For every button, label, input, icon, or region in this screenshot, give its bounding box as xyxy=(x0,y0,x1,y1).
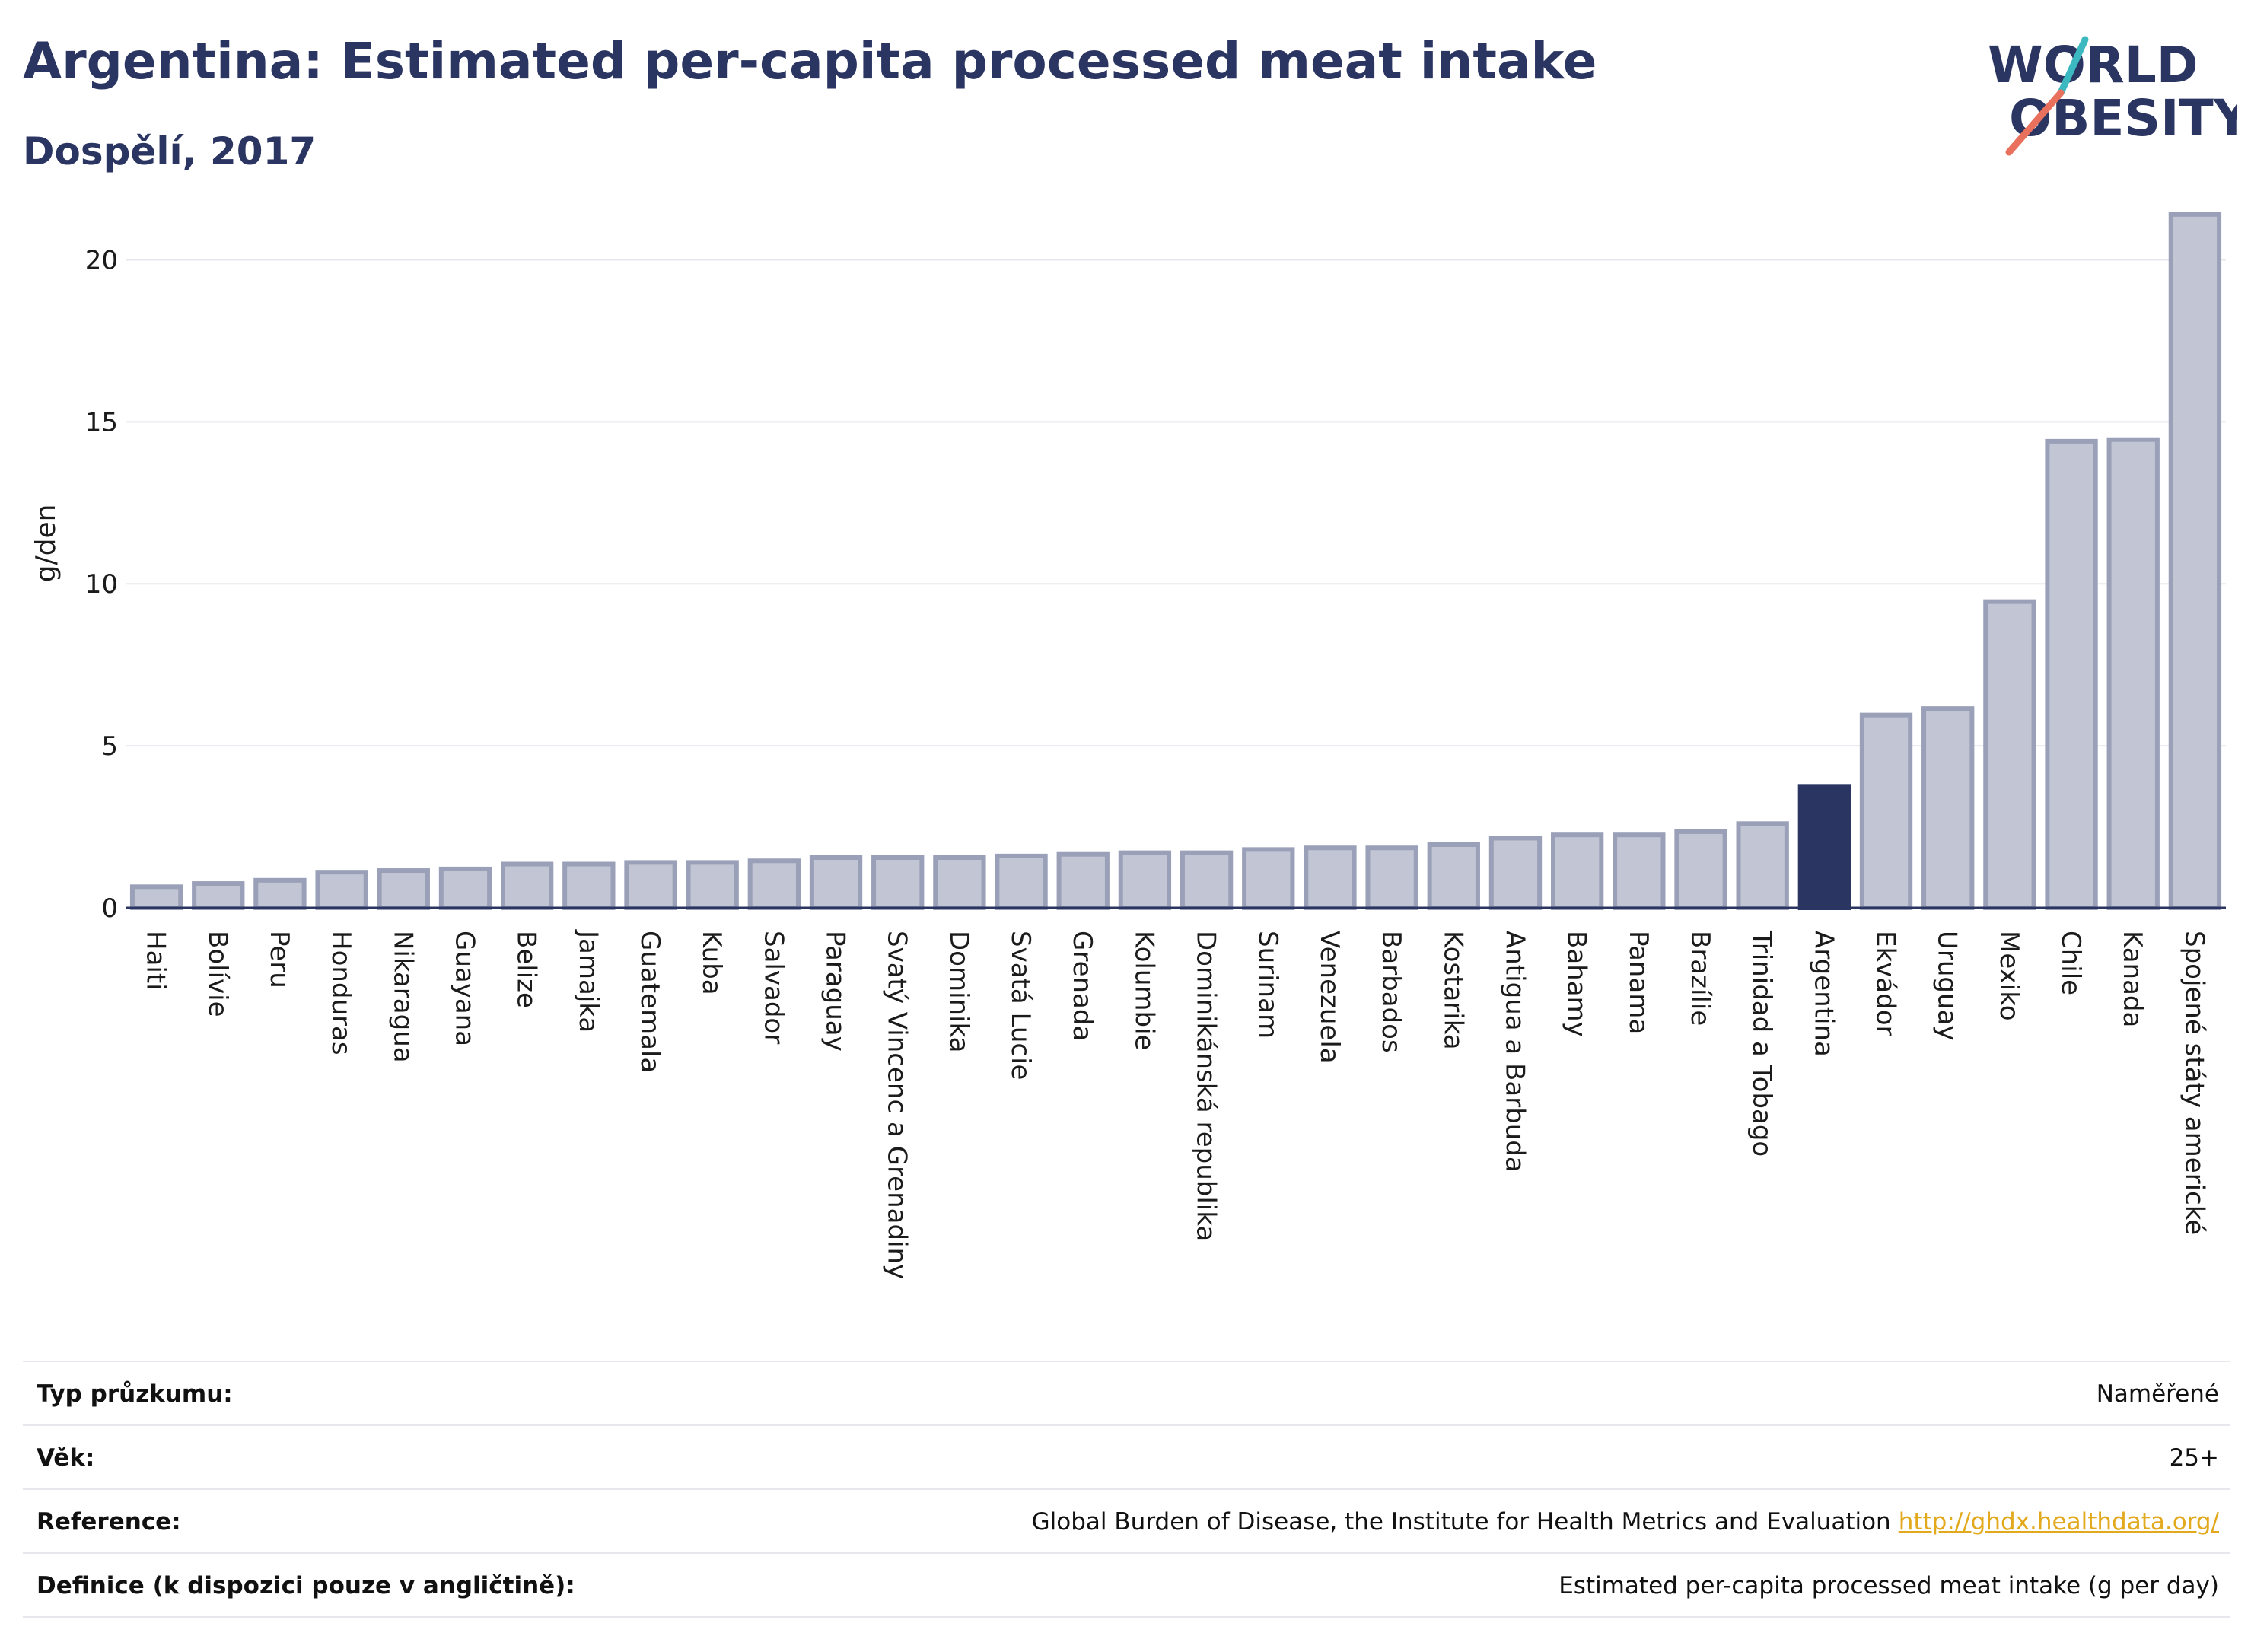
bar xyxy=(253,877,307,910)
logo-line-2: OBESITY xyxy=(2009,89,2237,148)
bar xyxy=(377,868,430,910)
x-tick-label: Svatá Lucie xyxy=(1005,931,1036,1080)
meta-value: 25+ xyxy=(2169,1444,2219,1472)
meta-label: Typ průzkumu: xyxy=(37,1380,233,1408)
bar xyxy=(562,861,616,911)
x-tick-label: Svatý Vincenc a Grenadiny xyxy=(882,931,912,1279)
chart-title: Argentina: Estimated per-capita processe… xyxy=(23,32,1597,91)
bar xyxy=(1242,847,1295,910)
bar xyxy=(1736,821,1789,910)
x-tick-label: Spojené státy americké xyxy=(2179,931,2209,1235)
bar xyxy=(1056,851,1110,911)
x-tick-label: Guayana xyxy=(449,931,479,1046)
meta-value: Estimated per-capita processed meat inta… xyxy=(1559,1572,2219,1599)
bar xyxy=(1550,832,1604,910)
bar xyxy=(1613,832,1666,910)
meta-label: Reference: xyxy=(37,1508,181,1536)
reference-link[interactable]: http://ghdx.healthdata.org/ xyxy=(1898,1508,2219,1536)
x-tick-label: Mexiko xyxy=(1994,931,2024,1021)
bar-chart: 0 5 10 15 20 g/den Haiti Bolívie Peru Honduras Nik… xyxy=(30,212,2226,1279)
bar xyxy=(995,853,1048,911)
x-tick-label: Bahamy xyxy=(1562,931,1592,1037)
bar xyxy=(871,855,925,910)
x-tick-label: Barbados xyxy=(1376,931,1406,1053)
bar xyxy=(1427,842,1480,911)
bar xyxy=(1921,706,1975,910)
meta-row-age: Věk: 25+ xyxy=(23,1424,2230,1488)
y-tick-label: 10 xyxy=(85,569,118,600)
bar xyxy=(2168,212,2222,910)
x-tick-label: Surinam xyxy=(1253,931,1283,1039)
y-axis-title: g/den xyxy=(30,505,62,583)
bar xyxy=(1365,845,1418,910)
world-obesity-logo: WORLD OBESITY xyxy=(1988,36,2237,156)
x-tick-label: Peru xyxy=(264,931,295,988)
x-tick-label: Salvador xyxy=(758,931,788,1044)
bar xyxy=(315,870,368,910)
logo-slash-coral xyxy=(2005,89,2065,156)
x-tick-label: Antigua a Barbuda xyxy=(1499,931,1530,1173)
x-tick-label: Uruguay xyxy=(1932,931,1963,1041)
meta-row-reference: Reference: Global Burden of Disease, the… xyxy=(23,1488,2230,1552)
bar xyxy=(500,861,554,911)
x-tick-label: Guatemala xyxy=(635,931,665,1073)
x-tick-label: Haiti xyxy=(141,931,171,991)
bar xyxy=(2106,437,2160,910)
logo-line-1: WORLD xyxy=(1988,36,2198,94)
chart-subtitle: Dospělí, 2017 xyxy=(23,129,317,173)
y-tick-label: 15 xyxy=(85,407,118,438)
metadata-table: Typ průzkumu: Naměřené Věk: 25+ Referenc… xyxy=(23,1361,2230,1618)
x-tick-label: Paraguay xyxy=(820,931,851,1052)
meta-value-reference: Global Burden of Disease, the Institute … xyxy=(1032,1508,2219,1536)
x-tick-label: Argentina xyxy=(1808,931,1839,1057)
meta-label: Definice (k dispozici pouze v angličtině… xyxy=(37,1572,575,1599)
y-tick-label: 5 xyxy=(101,731,118,762)
x-tick-label: Jamajka xyxy=(573,929,603,1033)
x-tick-label: Kuba xyxy=(696,931,727,995)
y-tick-label: 0 xyxy=(101,893,118,924)
x-tick-label: Kanada xyxy=(2117,931,2148,1027)
meta-row-survey-type: Typ průzkumu: Naměřené xyxy=(23,1361,2230,1424)
bar xyxy=(686,860,739,911)
x-tick-label: Honduras xyxy=(326,931,356,1055)
meta-row-definition: Definice (k dispozici pouze v angličtině… xyxy=(23,1552,2230,1618)
x-tick-label: Nikaragua xyxy=(387,931,418,1063)
x-tick-label: Dominikánská republika xyxy=(1191,931,1221,1241)
x-tick-label: Chile xyxy=(2055,931,2086,995)
meta-label: Věk: xyxy=(37,1444,95,1472)
x-tick-label: Grenada xyxy=(1067,931,1097,1041)
bar xyxy=(1859,712,1913,911)
x-tick-label: Trinidad a Tobago xyxy=(1746,930,1777,1157)
bar xyxy=(1180,850,1234,911)
x-tick-label: Belize xyxy=(511,931,542,1008)
bar xyxy=(438,866,492,910)
x-tick-label: Dominika xyxy=(944,931,974,1052)
bar xyxy=(1674,829,1727,911)
reference-text: Global Burden of Disease, the Institute … xyxy=(1031,1508,1891,1536)
x-tick-label: Ekvádor xyxy=(1871,931,1901,1036)
bar xyxy=(192,881,245,910)
bar xyxy=(1304,845,1357,910)
x-tick-label: Brazílie xyxy=(1685,931,1715,1026)
meta-value: Naměřené xyxy=(2096,1380,2219,1408)
bar xyxy=(1488,836,1543,910)
bar xyxy=(1983,599,2036,910)
bar xyxy=(2045,438,2098,910)
y-tick-label: 20 xyxy=(85,245,118,275)
bar xyxy=(809,855,863,910)
bar xyxy=(1118,850,1172,911)
x-tick-label: Panama xyxy=(1623,931,1654,1034)
x-tick-label: Kostarika xyxy=(1438,931,1468,1050)
logo-slash-teal xyxy=(2057,36,2089,97)
bar xyxy=(624,860,677,911)
bar xyxy=(747,858,801,910)
x-tick-label: Kolumbie xyxy=(1129,931,1159,1050)
bar xyxy=(1797,784,1851,911)
bar xyxy=(129,884,183,911)
bar xyxy=(933,855,986,910)
x-tick-label: Bolívie xyxy=(202,931,233,1017)
x-tick-label: Venezuela xyxy=(1314,931,1345,1064)
